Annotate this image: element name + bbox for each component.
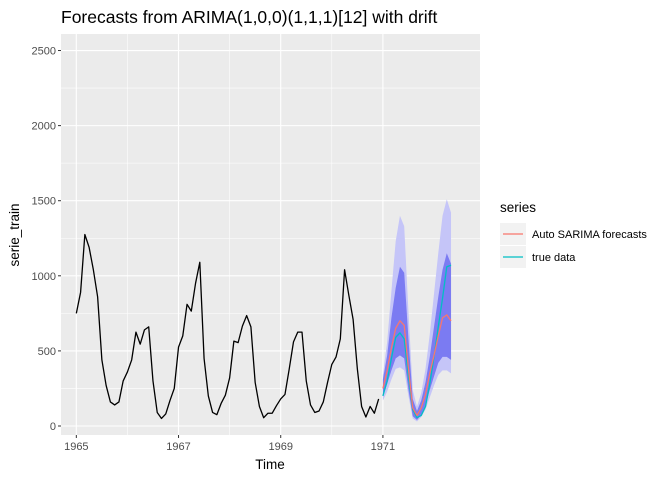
y-axis-title: serie_train (7, 203, 22, 266)
y-tick-label: 1000 (32, 271, 56, 283)
chart-title: Forecasts from ARIMA(1,0,0)(1,1,1)[12] w… (61, 7, 438, 27)
y-tick-label: 2500 (32, 46, 56, 58)
y-tick-label: 0 (50, 421, 56, 433)
x-tick-label: 1967 (166, 441, 190, 453)
x-axis: 1965 1967 1969 1971 (64, 435, 395, 453)
history-line (75, 233, 380, 420)
prediction-intervals (382, 199, 452, 422)
plot-panel (61, 34, 480, 435)
legend-label-true-data: true data (532, 252, 576, 264)
legend-label-forecast: Auto SARIMA forecasts (532, 229, 647, 241)
x-axis-title: Time (255, 457, 285, 472)
legend-title: series (500, 200, 536, 215)
y-tick-label: 2000 (32, 121, 56, 133)
y-tick-label: 500 (38, 346, 56, 358)
x-tick-label: 1969 (268, 441, 292, 453)
series-lines (75, 233, 452, 420)
x-tick-label: 1971 (371, 441, 395, 453)
legend: series Auto SARIMA forecasts true data (500, 200, 647, 268)
x-tick-label: 1965 (64, 441, 88, 453)
y-tick-label: 1500 (32, 196, 56, 208)
band-80 (382, 253, 452, 420)
y-axis: 0 500 1000 1500 2000 2500 (32, 46, 61, 433)
forecast-line (382, 314, 452, 417)
minor-gridlines (61, 34, 480, 435)
true-data-line (382, 264, 452, 419)
